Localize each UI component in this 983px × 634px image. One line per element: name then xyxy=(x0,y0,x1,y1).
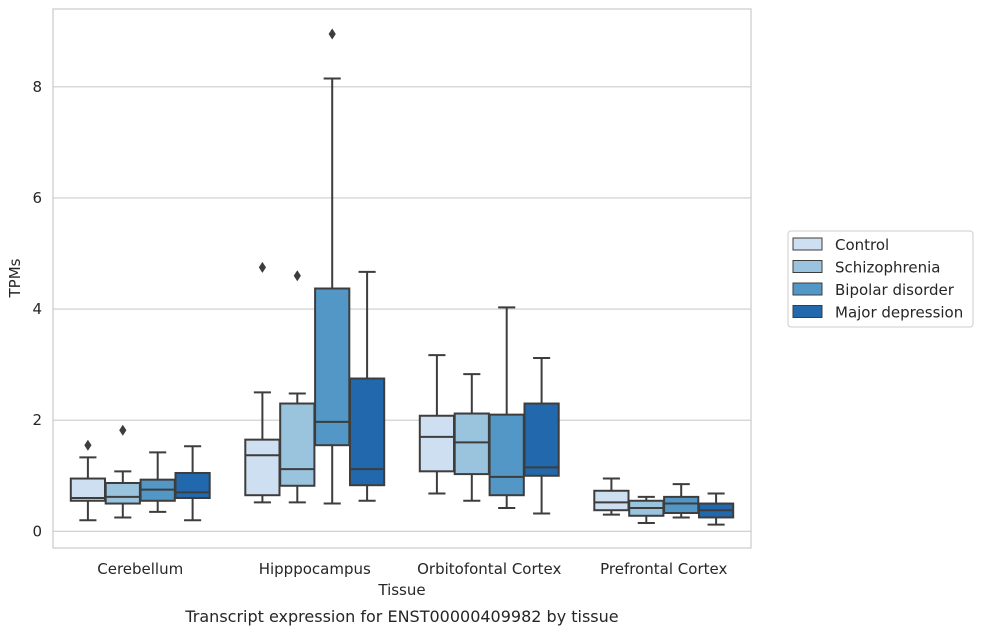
box-iqr xyxy=(244,438,281,497)
legend-label: Major depression xyxy=(835,304,963,322)
box-control xyxy=(69,439,107,522)
box-bipolar-disorder xyxy=(488,306,525,509)
box-iqr xyxy=(348,377,386,487)
chart-caption: Transcript expression for ENST0000040998… xyxy=(184,607,618,626)
box-iqr xyxy=(488,413,525,497)
y-tick-label: 8 xyxy=(32,78,42,96)
outlier-point xyxy=(328,28,336,40)
box-major-depression xyxy=(348,270,386,502)
y-tick-label: 0 xyxy=(32,522,42,540)
legend: Control Schizophrenia Bipolar disorder Majo… xyxy=(787,230,974,328)
box-iqr xyxy=(314,287,351,447)
box-iqr xyxy=(104,481,141,505)
y-tick-label: 6 xyxy=(32,189,42,207)
outlier-point xyxy=(293,270,301,282)
x-tick-label: Hipppocampus xyxy=(259,560,371,578)
outlier-point xyxy=(84,439,92,451)
legend-label: Control xyxy=(835,236,889,254)
box-major-depression xyxy=(697,492,735,526)
legend-swatch xyxy=(792,260,823,273)
x-tick-label: Orbitofontal Cortex xyxy=(417,560,561,578)
legend-swatch xyxy=(792,305,823,318)
grid-lines xyxy=(53,86,751,532)
box-iqr xyxy=(174,471,211,499)
box-iqr xyxy=(279,402,316,487)
y-tick-labels: 0 2 4 6 8 xyxy=(32,78,42,541)
y-tick-label: 4 xyxy=(32,300,42,318)
box-bipolar-disorder xyxy=(663,483,700,519)
box-iqr xyxy=(523,402,560,477)
box-schizophrenia xyxy=(453,373,490,502)
legend-swatch xyxy=(792,237,823,251)
box-major-depression xyxy=(174,445,211,522)
box-control xyxy=(418,354,456,495)
x-axis-title: Tissue xyxy=(377,581,425,599)
legend-label: Schizophrenia xyxy=(835,259,940,277)
legend-swatch xyxy=(792,282,823,296)
legend-frame xyxy=(787,230,974,328)
y-axis-title: TPMs xyxy=(6,258,24,298)
box-bipolar-disorder xyxy=(139,451,176,513)
box-iqr xyxy=(453,412,490,476)
box-layer xyxy=(69,28,735,526)
box-iqr xyxy=(663,495,700,514)
plot-frame xyxy=(52,8,752,549)
box-schizophrenia xyxy=(104,424,141,519)
legend-label: Bipolar disorder xyxy=(835,281,955,299)
box-schizophrenia xyxy=(628,495,665,524)
box-control xyxy=(244,261,281,504)
x-tick-label: Prefrontal Cortex xyxy=(600,560,727,578)
box-bipolar-disorder xyxy=(314,28,351,505)
outlier-point xyxy=(258,261,266,273)
y-tick-label: 2 xyxy=(32,411,42,429)
box-major-depression xyxy=(523,356,560,515)
x-tick-labels: Cerebellum Hipppocampus Orbitofontal Corte… xyxy=(97,560,727,578)
x-tick-label: Cerebellum xyxy=(97,560,183,578)
box-control xyxy=(593,477,630,516)
outlier-point xyxy=(119,424,127,436)
box-iqr xyxy=(418,414,456,473)
box-iqr xyxy=(593,489,630,512)
box-schizophrenia xyxy=(279,270,316,504)
